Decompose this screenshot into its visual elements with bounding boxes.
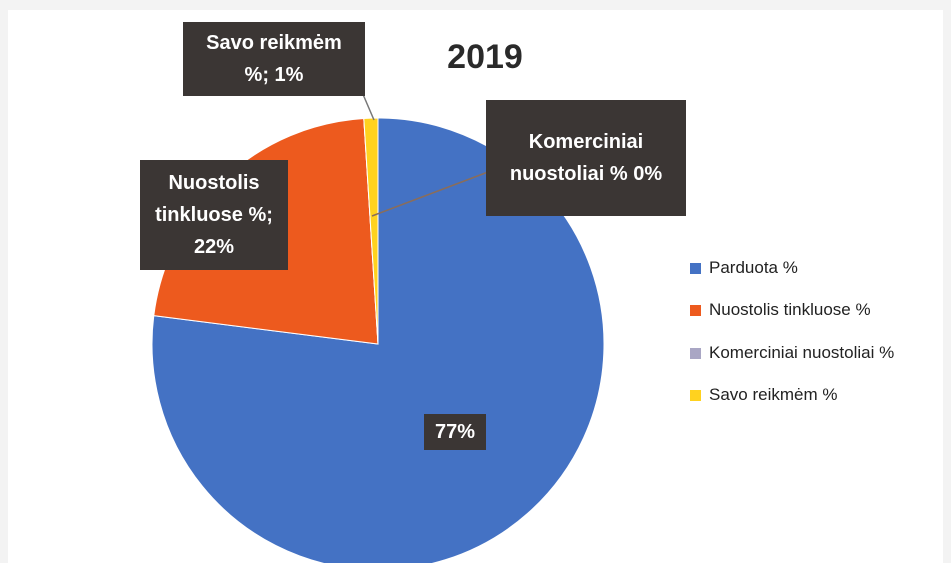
- legend-label: Nuostolis tinkluose %: [709, 300, 871, 319]
- legend-label: Komerciniai nuostoliai %: [709, 343, 895, 362]
- legend-swatch: [690, 389, 701, 401]
- legend-swatch: [690, 347, 701, 359]
- data-label: 77%: [424, 414, 486, 450]
- legend-item: Parduota %: [690, 258, 798, 278]
- legend-item: Komerciniai nuostoliai %: [690, 343, 894, 363]
- data-label: Savo reikmėm %; 1%: [183, 22, 365, 96]
- legend-label: Parduota %: [709, 258, 798, 277]
- leader-line: [361, 91, 375, 121]
- data-label: Nuostolis tinkluose %; 22%: [140, 160, 288, 270]
- legend-swatch: [690, 262, 701, 274]
- data-label: Komerciniai nuostoliai % 0%: [486, 100, 686, 216]
- legend-item: Nuostolis tinkluose %: [690, 300, 871, 320]
- chart-title: 2019: [447, 38, 523, 76]
- pie-slice: [363, 117, 379, 345]
- legend-item: Savo reikmėm %: [690, 385, 837, 405]
- legend-swatch: [690, 304, 701, 316]
- legend-label: Savo reikmėm %: [709, 385, 838, 404]
- leader-line: [371, 171, 489, 217]
